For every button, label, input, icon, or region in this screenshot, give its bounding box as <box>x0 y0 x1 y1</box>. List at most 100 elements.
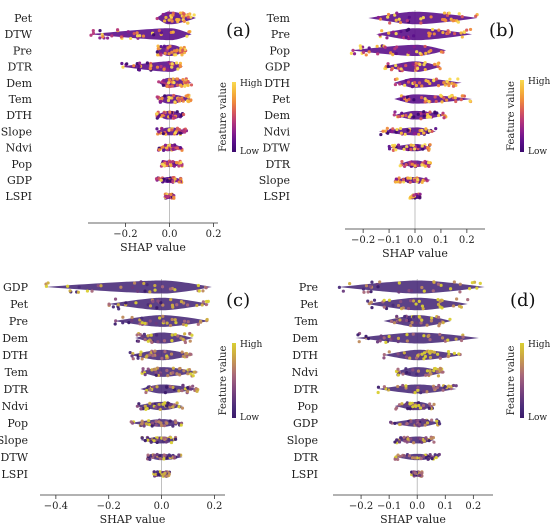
shap-point <box>185 355 189 359</box>
shap-point <box>162 424 167 428</box>
shap-point <box>408 407 412 411</box>
shap-point <box>438 422 442 426</box>
shap-point <box>435 419 439 423</box>
shap-point <box>457 304 462 308</box>
feature-label: GDP <box>293 417 319 430</box>
shap-point <box>436 282 441 286</box>
shap-point <box>96 283 100 288</box>
shap-point <box>421 307 425 311</box>
shap-point <box>155 306 159 310</box>
shap-point <box>177 453 181 457</box>
shap-point <box>407 372 411 376</box>
shap-point <box>441 320 445 325</box>
shap-point <box>162 67 166 71</box>
shap-point <box>429 15 433 19</box>
colorbar-low-label: Low <box>240 147 259 157</box>
shap-point <box>124 301 128 305</box>
shap-point <box>162 44 166 48</box>
shap-point <box>179 300 184 304</box>
shap-point <box>402 147 406 151</box>
shap-point <box>160 127 164 131</box>
shap-point <box>443 385 447 389</box>
shap-point <box>452 18 456 23</box>
shap-point <box>156 340 160 344</box>
shap-point <box>125 62 129 66</box>
shap-point <box>419 321 423 325</box>
shap-point <box>166 98 171 103</box>
shap-point <box>422 439 426 443</box>
shap-point <box>404 113 408 118</box>
shap-point <box>154 405 158 409</box>
shap-point <box>420 180 424 184</box>
shap-point <box>398 64 403 68</box>
shap-point <box>167 78 171 82</box>
shap-point <box>155 16 159 21</box>
shap-point <box>437 452 441 457</box>
shap-point <box>394 18 398 22</box>
shap-point <box>419 17 423 21</box>
shap-point <box>139 280 143 284</box>
feature-label: GDP <box>7 174 33 187</box>
shap-point <box>376 52 380 56</box>
shap-point <box>438 332 442 337</box>
shap-point <box>438 305 442 309</box>
shap-point <box>337 285 342 289</box>
shap-point <box>385 126 389 130</box>
shap-point <box>409 323 413 328</box>
shap-point <box>420 471 424 475</box>
x-tick-label: −0.2 <box>349 501 373 512</box>
shap-point <box>423 97 427 101</box>
shap-point <box>175 372 179 376</box>
shap-point <box>420 144 424 148</box>
shap-point <box>177 180 181 184</box>
shap-point <box>162 339 167 343</box>
shap-point <box>130 285 135 289</box>
shap-point <box>182 15 186 19</box>
shap-point <box>396 303 401 308</box>
shap-point <box>379 334 383 338</box>
shap-point <box>130 315 134 320</box>
shap-point <box>431 27 435 32</box>
shap-point <box>378 17 383 21</box>
shap-point <box>393 13 397 17</box>
shap-point <box>119 35 123 39</box>
shap-point <box>91 29 95 33</box>
shap-point <box>204 302 208 307</box>
shap-point <box>412 193 416 198</box>
shap-point <box>171 147 175 151</box>
shap-point <box>164 15 168 20</box>
shap-point <box>135 34 140 38</box>
shap-point <box>419 95 424 100</box>
shap-point <box>389 319 394 323</box>
shap-point <box>135 404 140 408</box>
shap-point <box>404 355 409 359</box>
panel-label: (c) <box>226 290 250 311</box>
shap-point <box>181 48 185 52</box>
shap-point <box>439 50 443 54</box>
shap-point <box>454 384 458 388</box>
feature-label: DTR <box>8 61 33 74</box>
shap-point <box>159 64 163 69</box>
shap-point <box>420 285 424 290</box>
shap-point <box>159 301 163 305</box>
feature-label: DTW <box>5 28 33 41</box>
shap-point <box>386 12 391 17</box>
shap-point <box>403 132 407 136</box>
shap-point <box>406 437 410 441</box>
shap-point <box>171 366 175 370</box>
shap-point <box>182 369 186 373</box>
shap-point <box>378 33 382 37</box>
shap-point <box>401 383 405 388</box>
shap-point <box>44 284 49 288</box>
shap-point <box>165 474 169 478</box>
shap-point <box>432 280 436 284</box>
shap-point <box>166 401 170 405</box>
shap-point <box>394 177 399 182</box>
shap-point <box>161 148 166 153</box>
shap-point <box>148 457 152 462</box>
shap-point <box>397 403 402 407</box>
shap-point <box>421 454 426 458</box>
shap-point <box>155 50 159 54</box>
shap-point <box>452 351 457 355</box>
shap-point <box>149 64 153 68</box>
